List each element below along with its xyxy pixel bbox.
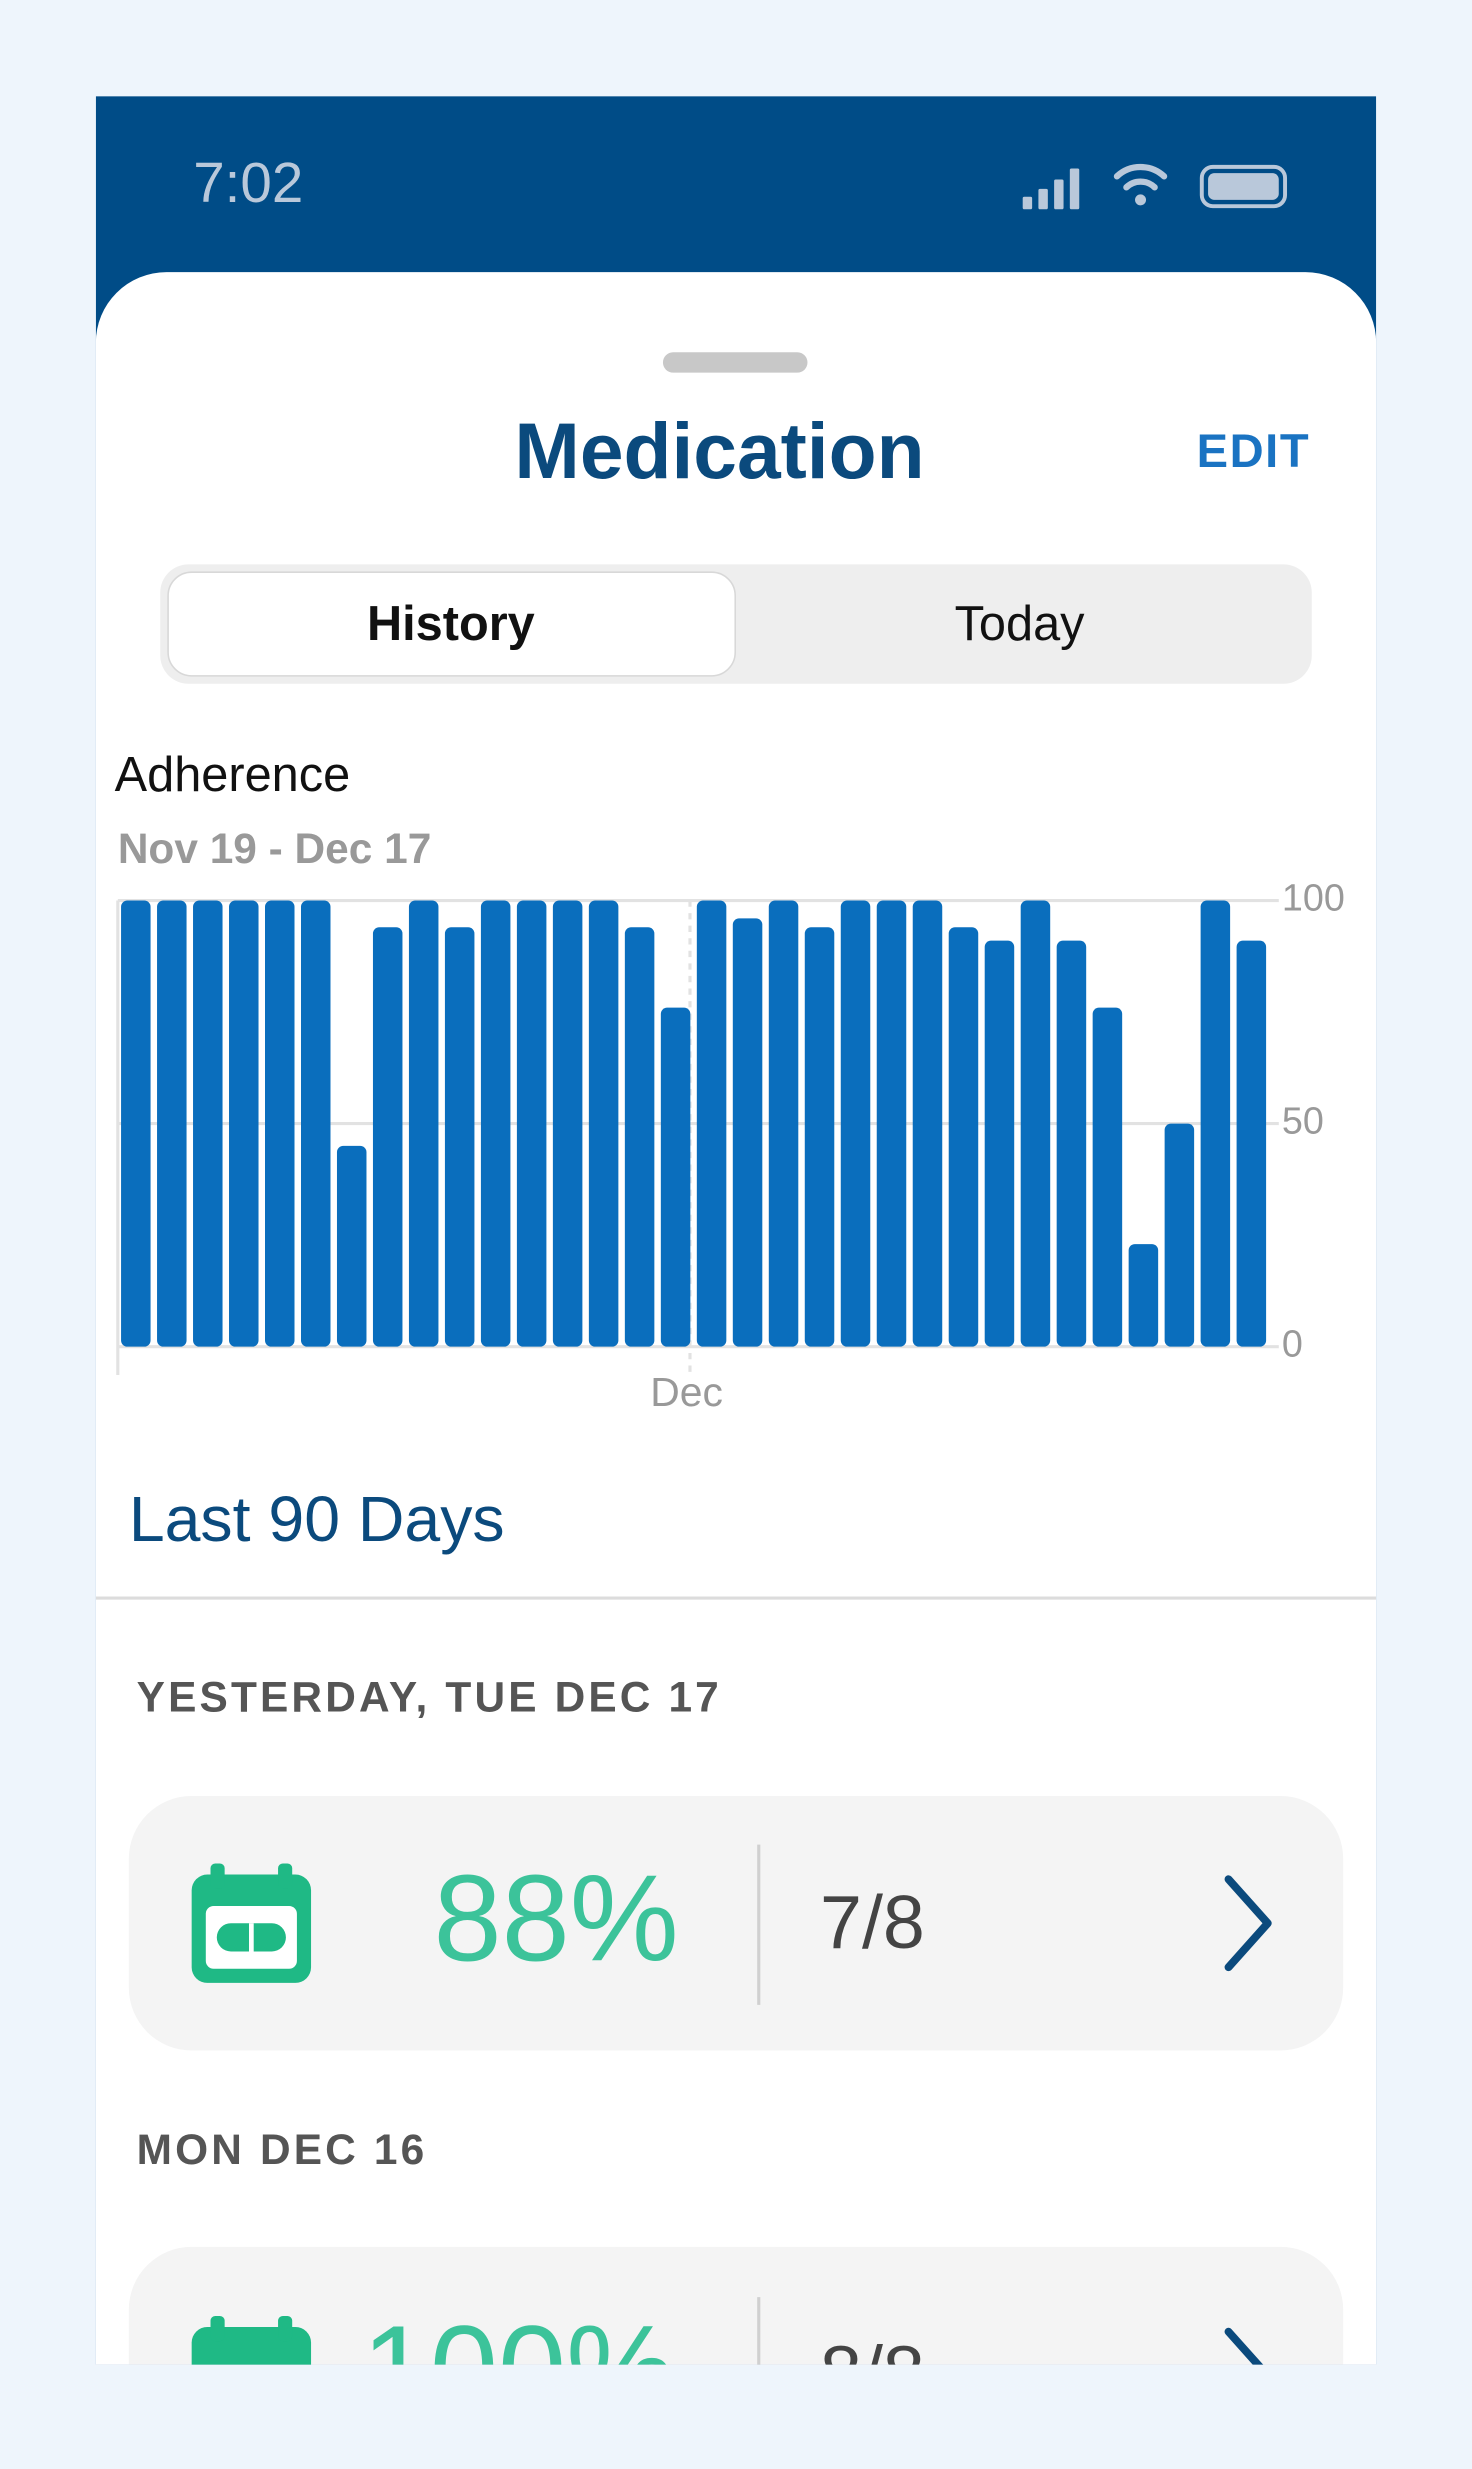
bar — [1056, 940, 1087, 1347]
bar — [1020, 900, 1051, 1347]
bar — [696, 900, 727, 1347]
bar — [948, 927, 979, 1347]
bar — [480, 900, 511, 1347]
y-tick-label: 0 — [1282, 1323, 1303, 1365]
x-tick-label: Dec — [650, 1369, 723, 1415]
date-header: MON DEC 16 — [137, 2126, 428, 2173]
bar — [1092, 1007, 1123, 1347]
bar — [193, 900, 223, 1347]
bar — [732, 918, 763, 1347]
bar — [229, 900, 259, 1347]
wifi-dot — [1135, 194, 1147, 206]
bar — [516, 900, 547, 1347]
dose-count: 8/8 — [820, 2331, 925, 2415]
bar — [840, 900, 871, 1347]
bar — [372, 927, 403, 1347]
wifi-icon — [1113, 163, 1168, 191]
bar — [265, 900, 295, 1347]
bar — [768, 900, 799, 1347]
page-title: Medication — [514, 407, 924, 495]
chevron — [1224, 2327, 1264, 2365]
bar — [1200, 900, 1231, 1347]
tab[interactable]: History — [367, 597, 535, 651]
chart: 0 50 100 Dec — [116, 876, 1345, 1415]
bar — [624, 927, 655, 1347]
calendar-icon — [191, 1863, 312, 1983]
bar — [912, 900, 943, 1347]
dose-count: 7/8 — [820, 1880, 925, 1964]
y-tick-label: 50 — [1282, 1100, 1324, 1142]
time: 7:02 — [193, 151, 303, 214]
bar — [300, 900, 331, 1347]
bar — [1164, 1123, 1195, 1347]
bar — [444, 927, 475, 1347]
bar — [660, 1007, 691, 1347]
bar — [984, 940, 1015, 1347]
day-card[interactable] — [128, 2246, 1344, 2464]
battery-level — [1208, 173, 1279, 200]
date-header: YESTERDAY, TUE DEC 17 — [137, 1673, 722, 1720]
battery-icon — [1199, 164, 1288, 209]
chart-title: Adherence — [115, 748, 351, 802]
day-card[interactable] — [128, 1795, 1344, 2051]
adherence-percent: 88% — [434, 1849, 679, 1986]
chart-subtitle: Nov 19 - Dec 17 — [118, 825, 432, 872]
bar — [588, 900, 619, 1347]
bar — [408, 900, 439, 1347]
adherence-percent: 100% — [362, 2300, 675, 2437]
grabber[interactable] — [662, 352, 808, 373]
section-title: Last 90 Days — [129, 1483, 505, 1555]
bar — [157, 900, 187, 1347]
tab[interactable]: Today — [955, 597, 1086, 651]
selected-segment[interactable] — [167, 571, 736, 677]
chevron — [1224, 1875, 1272, 1972]
signal-icon — [1022, 168, 1080, 210]
edit-button[interactable]: EDIT — [1197, 424, 1311, 477]
bar — [1128, 1244, 1159, 1347]
y-tick-label: 100 — [1282, 876, 1345, 918]
bar — [552, 900, 583, 1347]
calendar-icon — [191, 2315, 312, 2365]
bar — [804, 927, 835, 1347]
bar — [876, 900, 907, 1347]
bar — [336, 1145, 367, 1347]
bar — [121, 900, 151, 1347]
bar — [1236, 940, 1267, 1347]
